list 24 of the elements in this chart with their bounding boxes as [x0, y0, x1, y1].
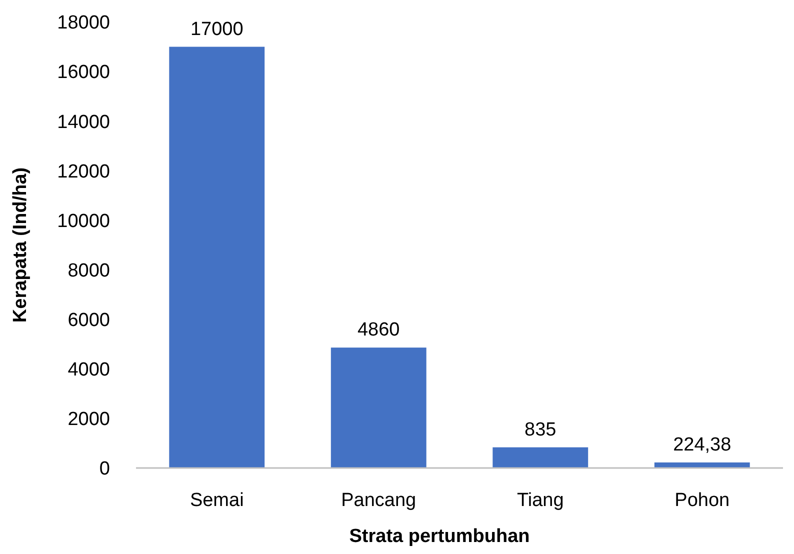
y-tick-label: 10000 [57, 210, 110, 232]
bar [169, 46, 265, 468]
bar [654, 462, 750, 468]
data-label: 4860 [357, 320, 400, 341]
x-tick-label: Semai [190, 490, 244, 511]
y-tick-label: 4000 [68, 360, 110, 381]
y-axis-title: Kerapata (Ind/ha) [10, 167, 31, 323]
y-tick-label: 16000 [57, 62, 110, 84]
bar [492, 447, 588, 468]
x-axis-title: Strata pertumbuhan [349, 526, 530, 547]
x-tick-label: Pancang [341, 490, 416, 511]
x-tick-label: Tiang [516, 490, 564, 511]
y-tick-label: 2000 [68, 409, 110, 430]
data-label: 17000 [190, 18, 244, 40]
x-tick-label: Pohon [674, 490, 730, 511]
bar [330, 348, 426, 468]
y-tick-label: 18000 [57, 12, 110, 34]
y-tick-label: 14000 [57, 112, 110, 133]
y-tick-label: 6000 [68, 310, 110, 331]
y-tick-label: 0 [99, 458, 110, 480]
y-tick-label: 8000 [68, 260, 110, 282]
data-label: 835 [524, 419, 556, 440]
y-tick-label: 12000 [57, 161, 110, 182]
data-label: 224,38 [673, 434, 732, 456]
